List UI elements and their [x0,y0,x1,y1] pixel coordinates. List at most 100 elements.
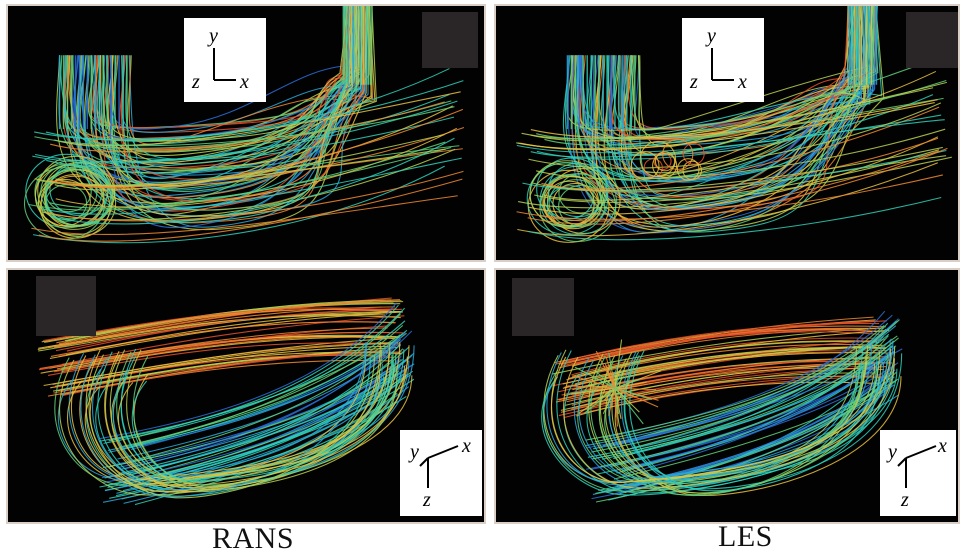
streamline [555,331,880,365]
streamline [588,348,857,484]
streamline [98,320,406,442]
streamline [61,342,399,387]
streamline [578,352,892,479]
les-side-streamlines [516,6,952,243]
axis-label-x: x [239,71,249,93]
streamline [614,381,647,389]
streamline [62,315,405,365]
streamline [563,356,896,489]
streamline [39,331,404,370]
streamline [576,6,868,156]
streamline [622,319,900,452]
streamline [614,376,625,389]
streamline [50,321,396,357]
streamline [91,357,383,491]
streamline [606,6,859,233]
streamline [59,359,395,496]
streamline [117,330,413,469]
streamline [544,97,944,146]
streamline [614,388,620,415]
streamline [593,337,899,460]
streamline [35,93,450,163]
streamline [42,157,462,215]
streamline [95,6,362,140]
streamline [45,68,450,141]
streamline [584,387,616,414]
streamline [63,6,365,146]
streamline [65,311,400,356]
streamline [59,300,402,346]
axis-label-y: y [207,25,218,47]
streamline [91,6,351,129]
streamline [116,363,408,465]
caption-les: LES [718,520,773,553]
les-side-mask [906,12,958,68]
streamline [80,342,368,498]
rans-top-streamlines [37,297,415,506]
streamline [88,354,375,499]
streamline [574,6,856,201]
streamline [527,136,939,215]
rans-side-streamlines [23,6,465,244]
streamline [104,344,391,480]
streamline [611,371,616,389]
streamline [536,57,939,140]
streamline [556,350,895,494]
streamline [85,348,390,486]
streamline [516,174,943,220]
rans-side-axes-legend: y x z [184,18,266,102]
axis-label-y: y [886,441,897,463]
streamline [50,137,455,225]
streamline [639,140,677,178]
streamline [638,6,869,131]
streamline [112,345,415,489]
streamline [46,116,455,168]
streamline [572,375,616,389]
streamline [595,350,616,389]
rans-side-mask [422,12,478,68]
les-top-axes-legend: y x z [880,430,956,516]
streamline [120,329,408,450]
streamline [34,106,455,147]
streamline [527,169,610,243]
streamline [608,388,616,416]
streamline [23,167,106,240]
streamline [55,308,397,352]
les-top-mask [512,278,574,336]
les-top-view-panel: y x z [494,268,960,524]
streamline [567,6,862,234]
streamline [682,160,703,181]
streamline [603,6,856,211]
streamline [604,363,616,389]
streamline [614,387,644,425]
axis-label-z: z [191,71,200,93]
streamline [574,347,887,385]
streamline [567,385,615,389]
axis-label-y: y [408,441,419,463]
streamline [43,338,387,387]
streamline [132,356,398,486]
axis-label-z: z [900,489,909,511]
streamline [118,356,408,480]
streamline [614,387,640,413]
streamline [131,354,393,483]
les-side-axes-legend: y x z [682,18,764,102]
streamline [122,6,354,216]
streamline [579,375,887,412]
streamline [28,141,446,211]
streamline [585,324,885,441]
streamline [58,299,401,345]
streamline [133,324,404,446]
streamline [614,387,652,401]
streamline [614,378,641,389]
axis-label-z: z [422,489,431,511]
streamline [67,356,367,485]
streamline [595,371,897,503]
streamline [572,320,875,366]
streamline [532,146,943,191]
streamline [517,162,939,237]
streamline [57,342,366,481]
streamline [109,349,382,489]
streamline [32,100,458,164]
axis-label-x: x [461,435,471,457]
